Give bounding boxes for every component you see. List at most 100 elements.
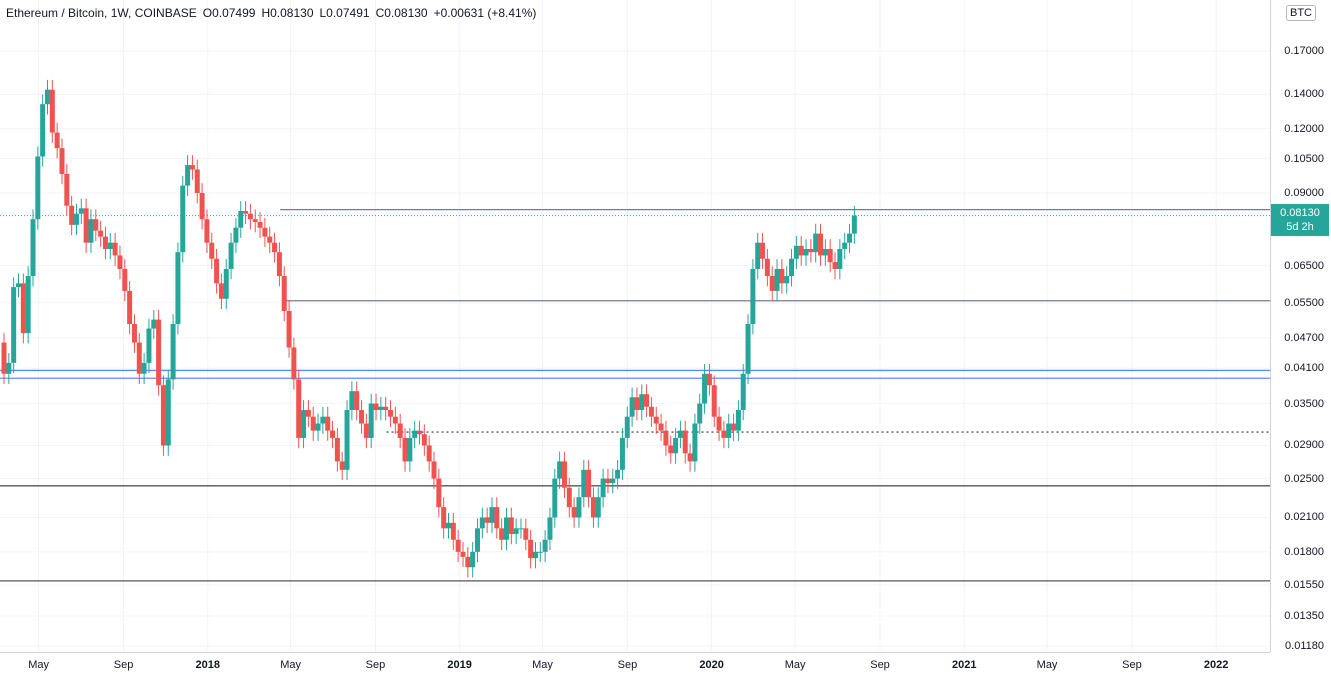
candle-body [571, 507, 577, 518]
candle-body [421, 434, 427, 446]
candle-body [25, 276, 31, 334]
price-tick-label: 0.03500 [1284, 397, 1324, 410]
candle-body [760, 242, 766, 259]
candle-body [581, 469, 587, 498]
candle-body [83, 208, 89, 243]
candle-body [542, 539, 548, 552]
candle-body [214, 258, 220, 284]
candle-body [334, 437, 340, 462]
candle-body [301, 410, 307, 438]
candle-body [20, 283, 26, 334]
price-tick-label: 0.12000 [1284, 122, 1324, 135]
candle-body [98, 230, 104, 237]
close-value: C0.08130 [375, 6, 428, 20]
price-tick-label: 0.04100 [1284, 362, 1324, 375]
candle-body [238, 210, 244, 228]
candle-body [6, 362, 12, 374]
candle-body [373, 403, 379, 411]
candle-body [73, 213, 79, 225]
candle-body [276, 252, 282, 277]
last-price-value: 0.08130 [1280, 207, 1320, 219]
candle-body [78, 208, 84, 214]
candle-body [93, 219, 99, 231]
candle-body [774, 268, 780, 291]
candle-body [180, 185, 186, 253]
candle-body [397, 423, 403, 438]
candle-body [682, 430, 688, 454]
candle-body [185, 165, 191, 186]
candle-body [595, 497, 601, 518]
candle-body [320, 416, 326, 424]
candle-body [513, 528, 519, 534]
candle-body [634, 397, 640, 411]
price-tick-label: 0.10500 [1284, 152, 1324, 165]
candle-body [474, 528, 480, 552]
candle-body [465, 556, 471, 568]
candle-body [499, 528, 505, 540]
candle-body [233, 227, 239, 243]
candle-body [508, 517, 514, 534]
candle-body [552, 478, 558, 518]
candle-body [402, 437, 408, 462]
candle-body [653, 416, 659, 424]
currency-badge[interactable]: BTC [1286, 5, 1316, 21]
candle-body [325, 416, 331, 431]
candle-body [663, 430, 669, 446]
price-tick-label: 0.06500 [1284, 259, 1324, 272]
candle-body [619, 437, 625, 470]
candle-body [267, 236, 273, 243]
candle-body [199, 192, 205, 220]
candle-body [392, 416, 398, 424]
candle-body [731, 423, 737, 431]
candle-body [697, 403, 703, 424]
candle-body [470, 551, 476, 568]
open-value: O0.07499 [202, 6, 256, 20]
candle-body [383, 406, 389, 411]
candle-body [484, 517, 490, 523]
candle-body [735, 410, 741, 431]
candle-body [146, 328, 152, 363]
candle-body [648, 406, 654, 417]
candle-body [561, 461, 567, 488]
time-tick-label: Sep [1122, 659, 1142, 671]
candle-body [388, 410, 394, 417]
candle-body [779, 268, 785, 284]
candle-body [122, 268, 128, 291]
change-value: +0.00631 (+8.41%) [433, 6, 537, 20]
candle-body [726, 423, 732, 438]
candle-body [223, 268, 229, 299]
plot-area[interactable] [0, 0, 1270, 652]
symbol-name[interactable]: Ethereum / Bitcoin, 1W, COINBASE [6, 6, 197, 20]
candle-body [281, 276, 287, 312]
candle-body [417, 430, 423, 435]
candle-body [668, 445, 674, 454]
candle-body [827, 248, 833, 263]
candle-body [247, 213, 253, 220]
candle-body [151, 319, 157, 329]
candle-body [412, 430, 418, 438]
candle-body [160, 385, 166, 446]
price-tick-label: 0.01180 [1285, 640, 1324, 652]
candle-body [286, 311, 292, 348]
high-value: H0.08130 [261, 6, 314, 20]
candle-body [204, 219, 210, 243]
candle-body [808, 248, 814, 253]
candle-body [407, 437, 413, 462]
candle-body [40, 104, 46, 157]
candle-body [127, 290, 133, 325]
candle-body [532, 551, 538, 559]
candle-body [59, 148, 65, 174]
candle-body [354, 391, 360, 411]
price-axis[interactable]: 0.17000 0.14000 0.12000 0.10500 0.09000 0.065… [1270, 0, 1331, 652]
candle-body [789, 258, 795, 277]
candle-body [69, 205, 75, 225]
candle-body [315, 423, 321, 431]
candle-body [600, 478, 606, 498]
time-axis[interactable]: May Sep 2018 May Sep 2019 May Sep 2020 May Sep 2021… [0, 652, 1270, 679]
candle-body [503, 517, 509, 540]
time-tick-label: May [28, 659, 50, 671]
candle-body [547, 517, 553, 540]
candle-body [368, 403, 374, 438]
candle-body [847, 233, 853, 243]
